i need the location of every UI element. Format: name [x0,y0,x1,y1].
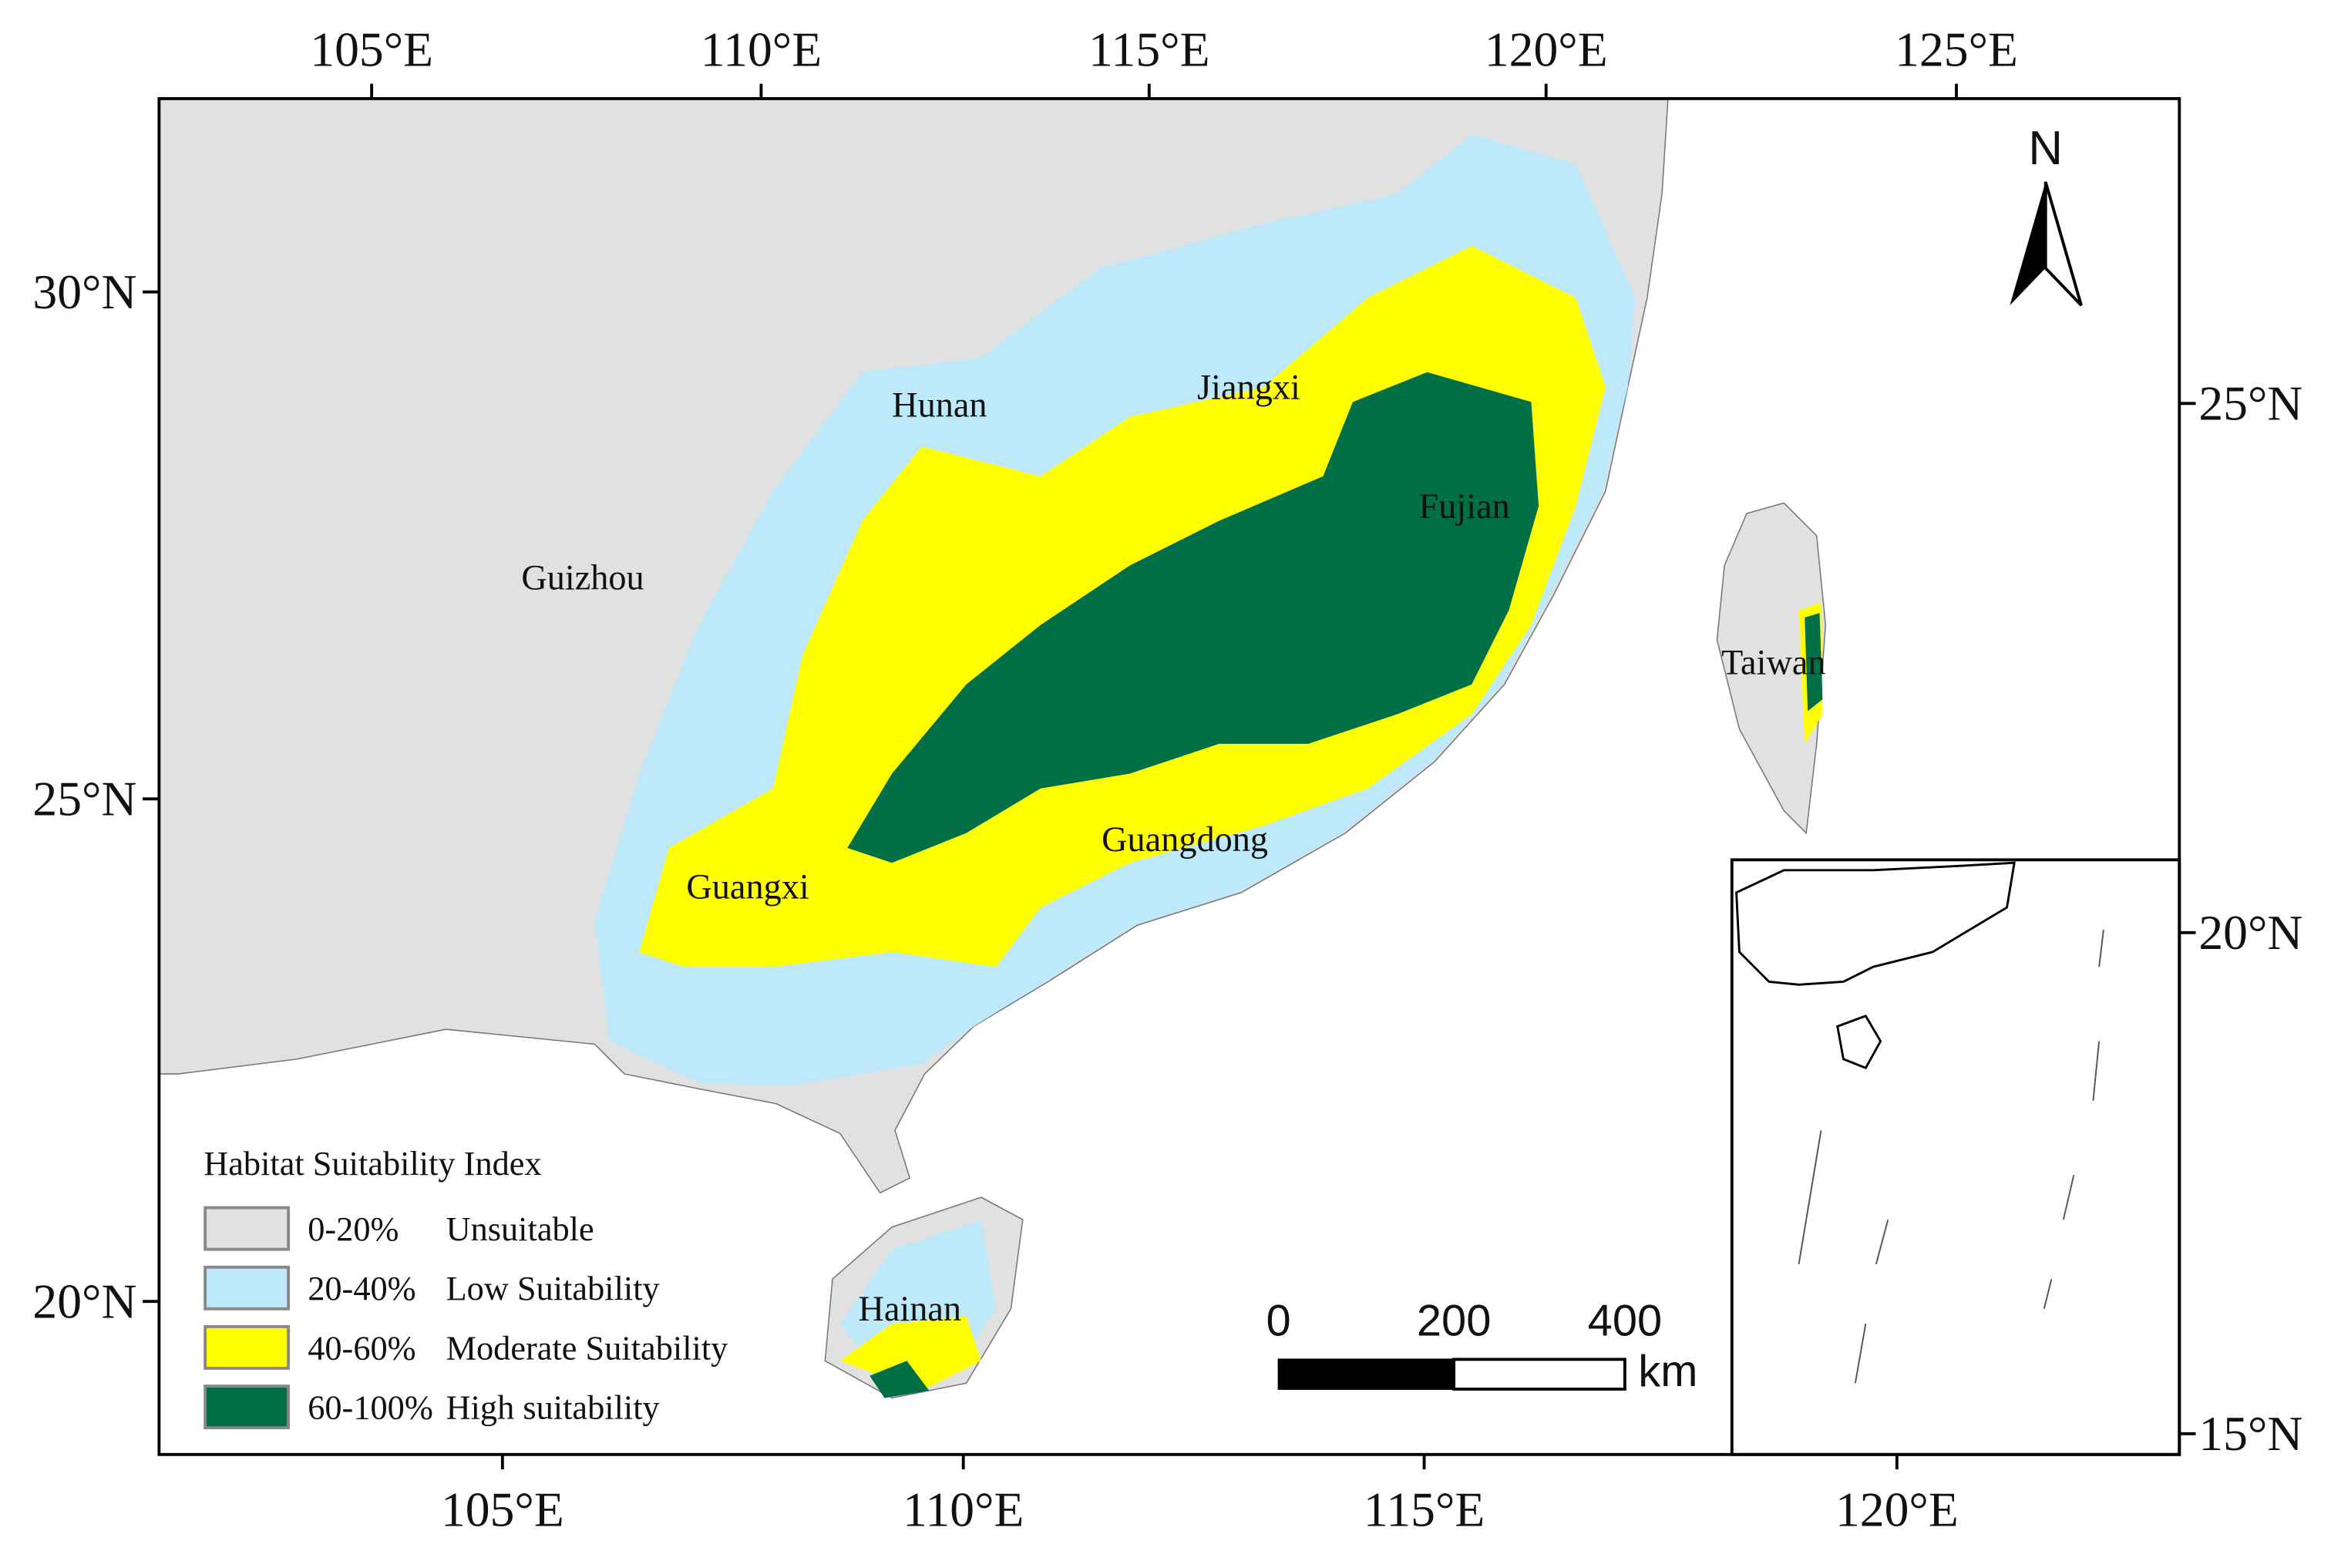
x-tick-label: 125°E [1895,22,2018,77]
scale-label: 200 [1417,1297,1492,1346]
x-tick-label: 105°E [441,1482,564,1536]
place-label: Guangdong [1102,820,1268,860]
legend-swatch [204,1265,291,1311]
map-frame [157,97,2181,1456]
scale-segment [1277,1358,1455,1390]
place-label: Taiwan [1721,643,1826,682]
x-tick-label: 115°E [1088,22,1209,77]
legend-range: 40-60% [308,1328,415,1367]
y-tick-label: 25°N [2198,376,2302,431]
scale-label: 0 [1266,1297,1290,1346]
x-tick-label: 110°E [701,22,822,77]
inset-map [1730,858,2181,1456]
legend-swatch [204,1325,291,1370]
legend-title: Habitat Suitability Index [204,1144,541,1183]
legend-label: High suitability [446,1388,660,1427]
legend-label: Moderate Suitability [446,1328,728,1367]
legend-range: 0-20% [308,1210,399,1248]
x-tick-label: 120°E [1485,22,1608,77]
inset-frame [1730,858,2181,1456]
scale-segment [1452,1358,1626,1391]
legend-label: Low Suitability [446,1269,660,1307]
legend-range: 20-40% [308,1269,415,1307]
x-tick-label: 105°E [310,22,433,77]
high-zone [870,1361,930,1398]
y-tick-label: 15°N [2198,1406,2302,1461]
legend-swatch [204,1206,291,1251]
legend-range: 60-100% [308,1388,433,1427]
scale-label: 400 [1588,1297,1663,1346]
inset-hainan [1836,1014,1882,1070]
place-label: Jiangxi [1197,368,1300,408]
y-tick-label: 25°N [32,772,136,826]
high-zone [1805,613,1823,712]
y-tick-label: 20°N [2198,905,2302,960]
taiwan [1716,502,1827,835]
x-tick-label: 115°E [1364,1482,1485,1536]
place-label: Fujian [1419,487,1510,527]
inset-boundary [1798,929,2104,1384]
north-label: N [2028,122,2063,175]
legend-swatch [204,1385,291,1429]
y-tick-label: 30°N [32,264,136,319]
arrow-right [2043,181,2083,307]
place-label: Guizhou [521,558,644,597]
high-zone [847,372,1539,863]
place-label: Guangxi [686,868,809,907]
moderate-zone [839,1316,981,1391]
y-tick-label: 20°N [32,1274,136,1328]
legend-label: Unsuitable [446,1210,594,1248]
scale-unit: km [1638,1347,1697,1396]
x-tick-label: 120°E [1835,1482,1959,1536]
legend: Habitat Suitability Index 0-20% Unsuitabl… [204,1144,728,1429]
place-label: Hunan [892,386,987,426]
inset-coast [1735,861,2016,986]
scale-bar [1277,1358,1626,1391]
x-tick-label: 110°E [903,1482,1024,1536]
place-label: Hainan [858,1290,961,1329]
map-area [158,98,2180,1455]
